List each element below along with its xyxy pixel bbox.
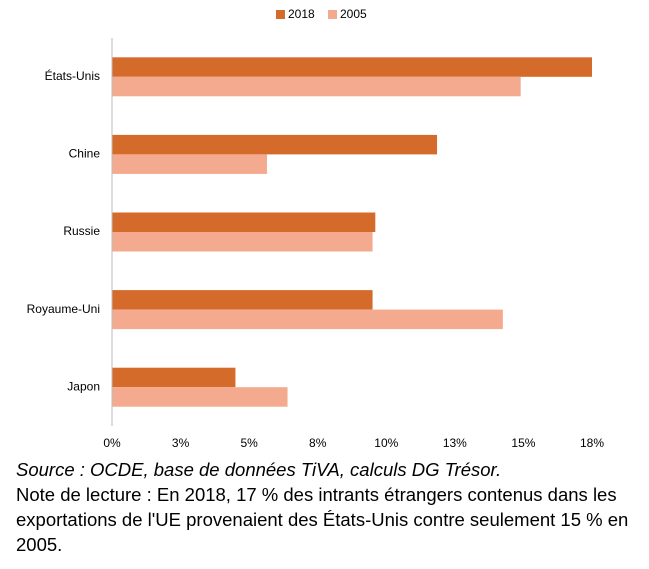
legend-label: 2005 (340, 7, 367, 21)
bar (112, 76, 521, 97)
y-tick-label: Russie (63, 224, 100, 238)
bar (112, 57, 592, 77)
x-tick-label: 18% (580, 436, 604, 450)
bar (112, 212, 376, 232)
bar (112, 232, 373, 252)
x-tick-label: 0% (103, 436, 121, 450)
bar (112, 309, 503, 330)
y-tick-label: Japon (67, 379, 100, 393)
bar (112, 154, 267, 174)
x-tick-label: 13% (443, 436, 467, 450)
chart: 2018 2005 0% 3% 5% 8% 10% 13% 15% 18% États-Unis Ch… (27, 7, 605, 450)
x-tick-label: 10% (374, 436, 398, 450)
y-tick-label: États-Unis (45, 68, 100, 83)
footnote: Source : OCDE, base de données TiVA, cal… (16, 457, 641, 557)
legend-swatch (276, 10, 285, 19)
bar (112, 367, 236, 388)
legend-label: 2018 (288, 7, 315, 21)
note: Note de lecture : En 2018, 17 % des intr… (16, 484, 629, 555)
y-tick-label: Chine (69, 147, 101, 161)
x-tick-label: 3% (172, 436, 190, 450)
legend-swatch (328, 10, 337, 19)
bar (112, 387, 288, 407)
x-tick-label: 8% (309, 436, 327, 450)
y-tick-label: Royaume-Uni (27, 302, 100, 316)
source: Source : OCDE, base de données TiVA, cal… (16, 459, 502, 480)
bar (112, 134, 438, 155)
x-tick-label: 5% (240, 436, 258, 450)
bar (112, 290, 373, 310)
x-tick-label: 15% (511, 436, 535, 450)
